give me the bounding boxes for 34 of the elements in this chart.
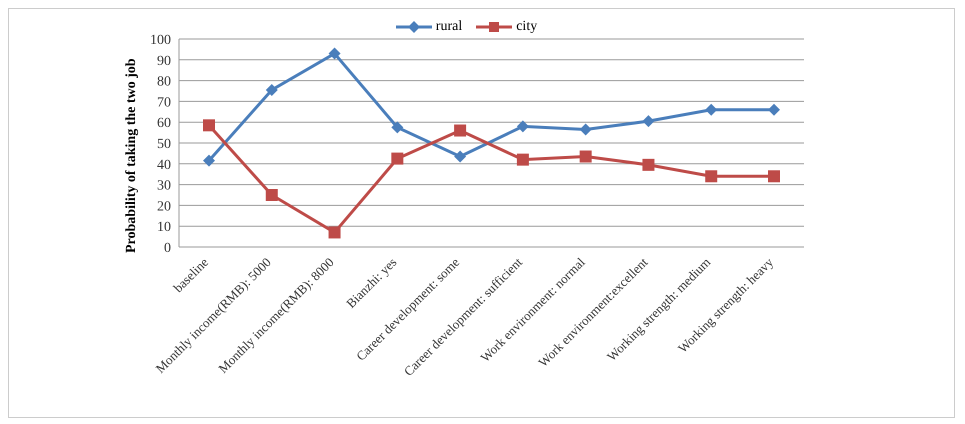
point <box>266 189 278 201</box>
point <box>328 226 341 238</box>
y-tick-label: 30 <box>157 178 171 194</box>
y-tick-label: 100 <box>150 32 171 48</box>
y-tick-label: 70 <box>157 95 171 110</box>
point <box>642 115 654 128</box>
point <box>516 120 529 132</box>
y-tick-label: 80 <box>157 74 171 90</box>
y-tick-label: 20 <box>157 199 171 214</box>
point <box>705 170 718 182</box>
point <box>266 84 278 96</box>
point <box>768 104 780 116</box>
point <box>454 150 466 163</box>
y-tick-label: 40 <box>157 158 171 173</box>
y-tick-label: 0 <box>164 240 171 256</box>
y-tick-label: 50 <box>157 136 171 152</box>
point <box>516 154 529 166</box>
point <box>203 119 215 132</box>
point <box>203 154 215 167</box>
point <box>454 124 466 137</box>
y-axis-title: Probability of taking the two job <box>124 58 139 253</box>
point <box>705 104 718 116</box>
point <box>580 123 592 136</box>
legend-label: rural <box>434 19 462 35</box>
point <box>642 158 654 171</box>
legend-label: city <box>515 19 538 35</box>
y-tick-label: 10 <box>157 220 171 236</box>
point <box>391 121 404 134</box>
y-tick-label: 90 <box>157 54 171 69</box>
y-tick-label: 60 <box>157 116 171 132</box>
point <box>391 152 404 165</box>
point <box>328 48 341 60</box>
point <box>768 170 780 182</box>
point <box>580 150 592 163</box>
